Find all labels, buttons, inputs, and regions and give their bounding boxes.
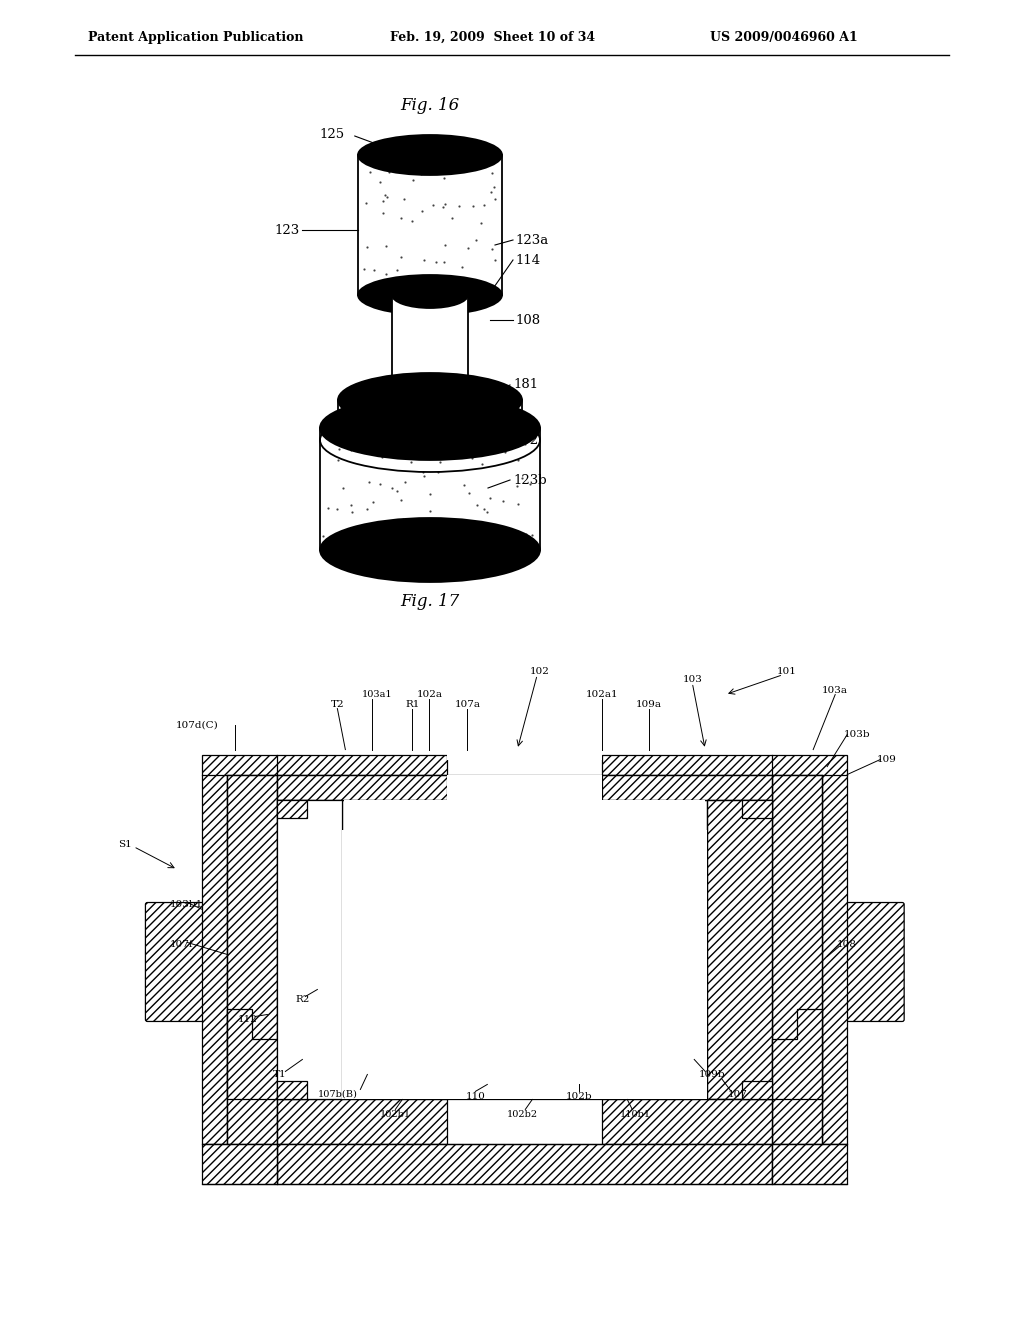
Text: Fig. 17: Fig. 17 bbox=[400, 594, 460, 610]
Bar bbox=[392, 294, 468, 400]
Polygon shape bbox=[278, 800, 307, 817]
Bar bbox=[344, 800, 706, 1100]
Text: 125: 125 bbox=[319, 128, 345, 141]
Polygon shape bbox=[772, 1010, 822, 1100]
Ellipse shape bbox=[358, 135, 502, 176]
Text: 108: 108 bbox=[515, 314, 540, 326]
Bar bbox=[203, 1144, 278, 1184]
FancyBboxPatch shape bbox=[845, 903, 904, 1022]
Text: 107b(B): 107b(B) bbox=[317, 1090, 357, 1100]
Text: 103a1: 103a1 bbox=[362, 690, 392, 700]
Text: 103b: 103b bbox=[844, 730, 870, 739]
Text: 102a1: 102a1 bbox=[586, 690, 618, 700]
Bar bbox=[772, 1144, 847, 1184]
Bar bbox=[358, 154, 502, 294]
Text: 181: 181 bbox=[513, 379, 539, 392]
Text: 107f: 107f bbox=[169, 940, 194, 949]
Polygon shape bbox=[772, 775, 822, 1144]
FancyBboxPatch shape bbox=[145, 903, 205, 1022]
Bar bbox=[447, 775, 602, 800]
Ellipse shape bbox=[338, 374, 522, 426]
Bar bbox=[278, 800, 342, 1100]
Text: Fig. 16: Fig. 16 bbox=[400, 96, 460, 114]
Text: 109a: 109a bbox=[636, 700, 663, 709]
Text: 102b2: 102b2 bbox=[507, 1110, 538, 1119]
Text: R2: R2 bbox=[295, 995, 309, 1005]
Text: 102b: 102b bbox=[566, 1092, 593, 1101]
Text: 107d(C): 107d(C) bbox=[175, 721, 218, 729]
Bar bbox=[278, 1144, 772, 1184]
Text: Feb. 19, 2009  Sheet 10 of 34: Feb. 19, 2009 Sheet 10 of 34 bbox=[390, 30, 595, 44]
Text: 114: 114 bbox=[515, 253, 540, 267]
Text: 123b: 123b bbox=[513, 474, 547, 487]
Ellipse shape bbox=[392, 387, 468, 413]
Text: 110b1: 110b1 bbox=[620, 1110, 651, 1119]
Text: 123a: 123a bbox=[515, 234, 548, 247]
Polygon shape bbox=[602, 775, 772, 800]
Ellipse shape bbox=[392, 282, 468, 308]
Text: 103b1: 103b1 bbox=[169, 900, 203, 909]
Text: 107a: 107a bbox=[455, 700, 480, 709]
Text: 102: 102 bbox=[529, 667, 549, 676]
Text: US 2009/0046960 A1: US 2009/0046960 A1 bbox=[710, 30, 858, 44]
Text: 103: 103 bbox=[682, 675, 702, 684]
Polygon shape bbox=[278, 775, 447, 800]
Bar bbox=[342, 829, 708, 1100]
Polygon shape bbox=[602, 755, 847, 1144]
Text: Patent Application Publication: Patent Application Publication bbox=[88, 30, 303, 44]
Polygon shape bbox=[278, 1100, 447, 1144]
Text: 182: 182 bbox=[513, 433, 539, 446]
Ellipse shape bbox=[358, 275, 502, 315]
Text: T2: T2 bbox=[331, 700, 344, 709]
Ellipse shape bbox=[319, 396, 540, 459]
Text: 102a: 102a bbox=[417, 690, 442, 700]
Text: 110: 110 bbox=[465, 1092, 485, 1101]
Text: 107: 107 bbox=[727, 1090, 748, 1100]
Text: S1: S1 bbox=[119, 840, 132, 849]
Polygon shape bbox=[742, 800, 772, 817]
Polygon shape bbox=[708, 800, 772, 1100]
Text: 112: 112 bbox=[238, 1015, 257, 1024]
Ellipse shape bbox=[338, 401, 522, 455]
Polygon shape bbox=[602, 1100, 772, 1144]
Polygon shape bbox=[278, 1081, 307, 1100]
Text: 109: 109 bbox=[878, 755, 897, 764]
Polygon shape bbox=[227, 1010, 278, 1100]
Bar bbox=[447, 754, 602, 759]
Text: T1: T1 bbox=[272, 1071, 286, 1078]
Bar bbox=[319, 428, 540, 550]
Text: 108: 108 bbox=[838, 940, 857, 949]
Text: 123: 123 bbox=[274, 223, 300, 236]
Polygon shape bbox=[227, 775, 278, 1144]
Text: R1: R1 bbox=[406, 700, 420, 709]
Text: 101: 101 bbox=[777, 667, 797, 676]
Polygon shape bbox=[278, 800, 342, 1100]
Text: 109b: 109b bbox=[699, 1071, 726, 1078]
Polygon shape bbox=[742, 1081, 772, 1100]
Ellipse shape bbox=[319, 517, 540, 582]
Text: 103a: 103a bbox=[822, 686, 848, 696]
Polygon shape bbox=[203, 755, 447, 1144]
Bar bbox=[338, 400, 522, 428]
Bar bbox=[447, 775, 602, 800]
Text: 102b1: 102b1 bbox=[380, 1110, 411, 1119]
